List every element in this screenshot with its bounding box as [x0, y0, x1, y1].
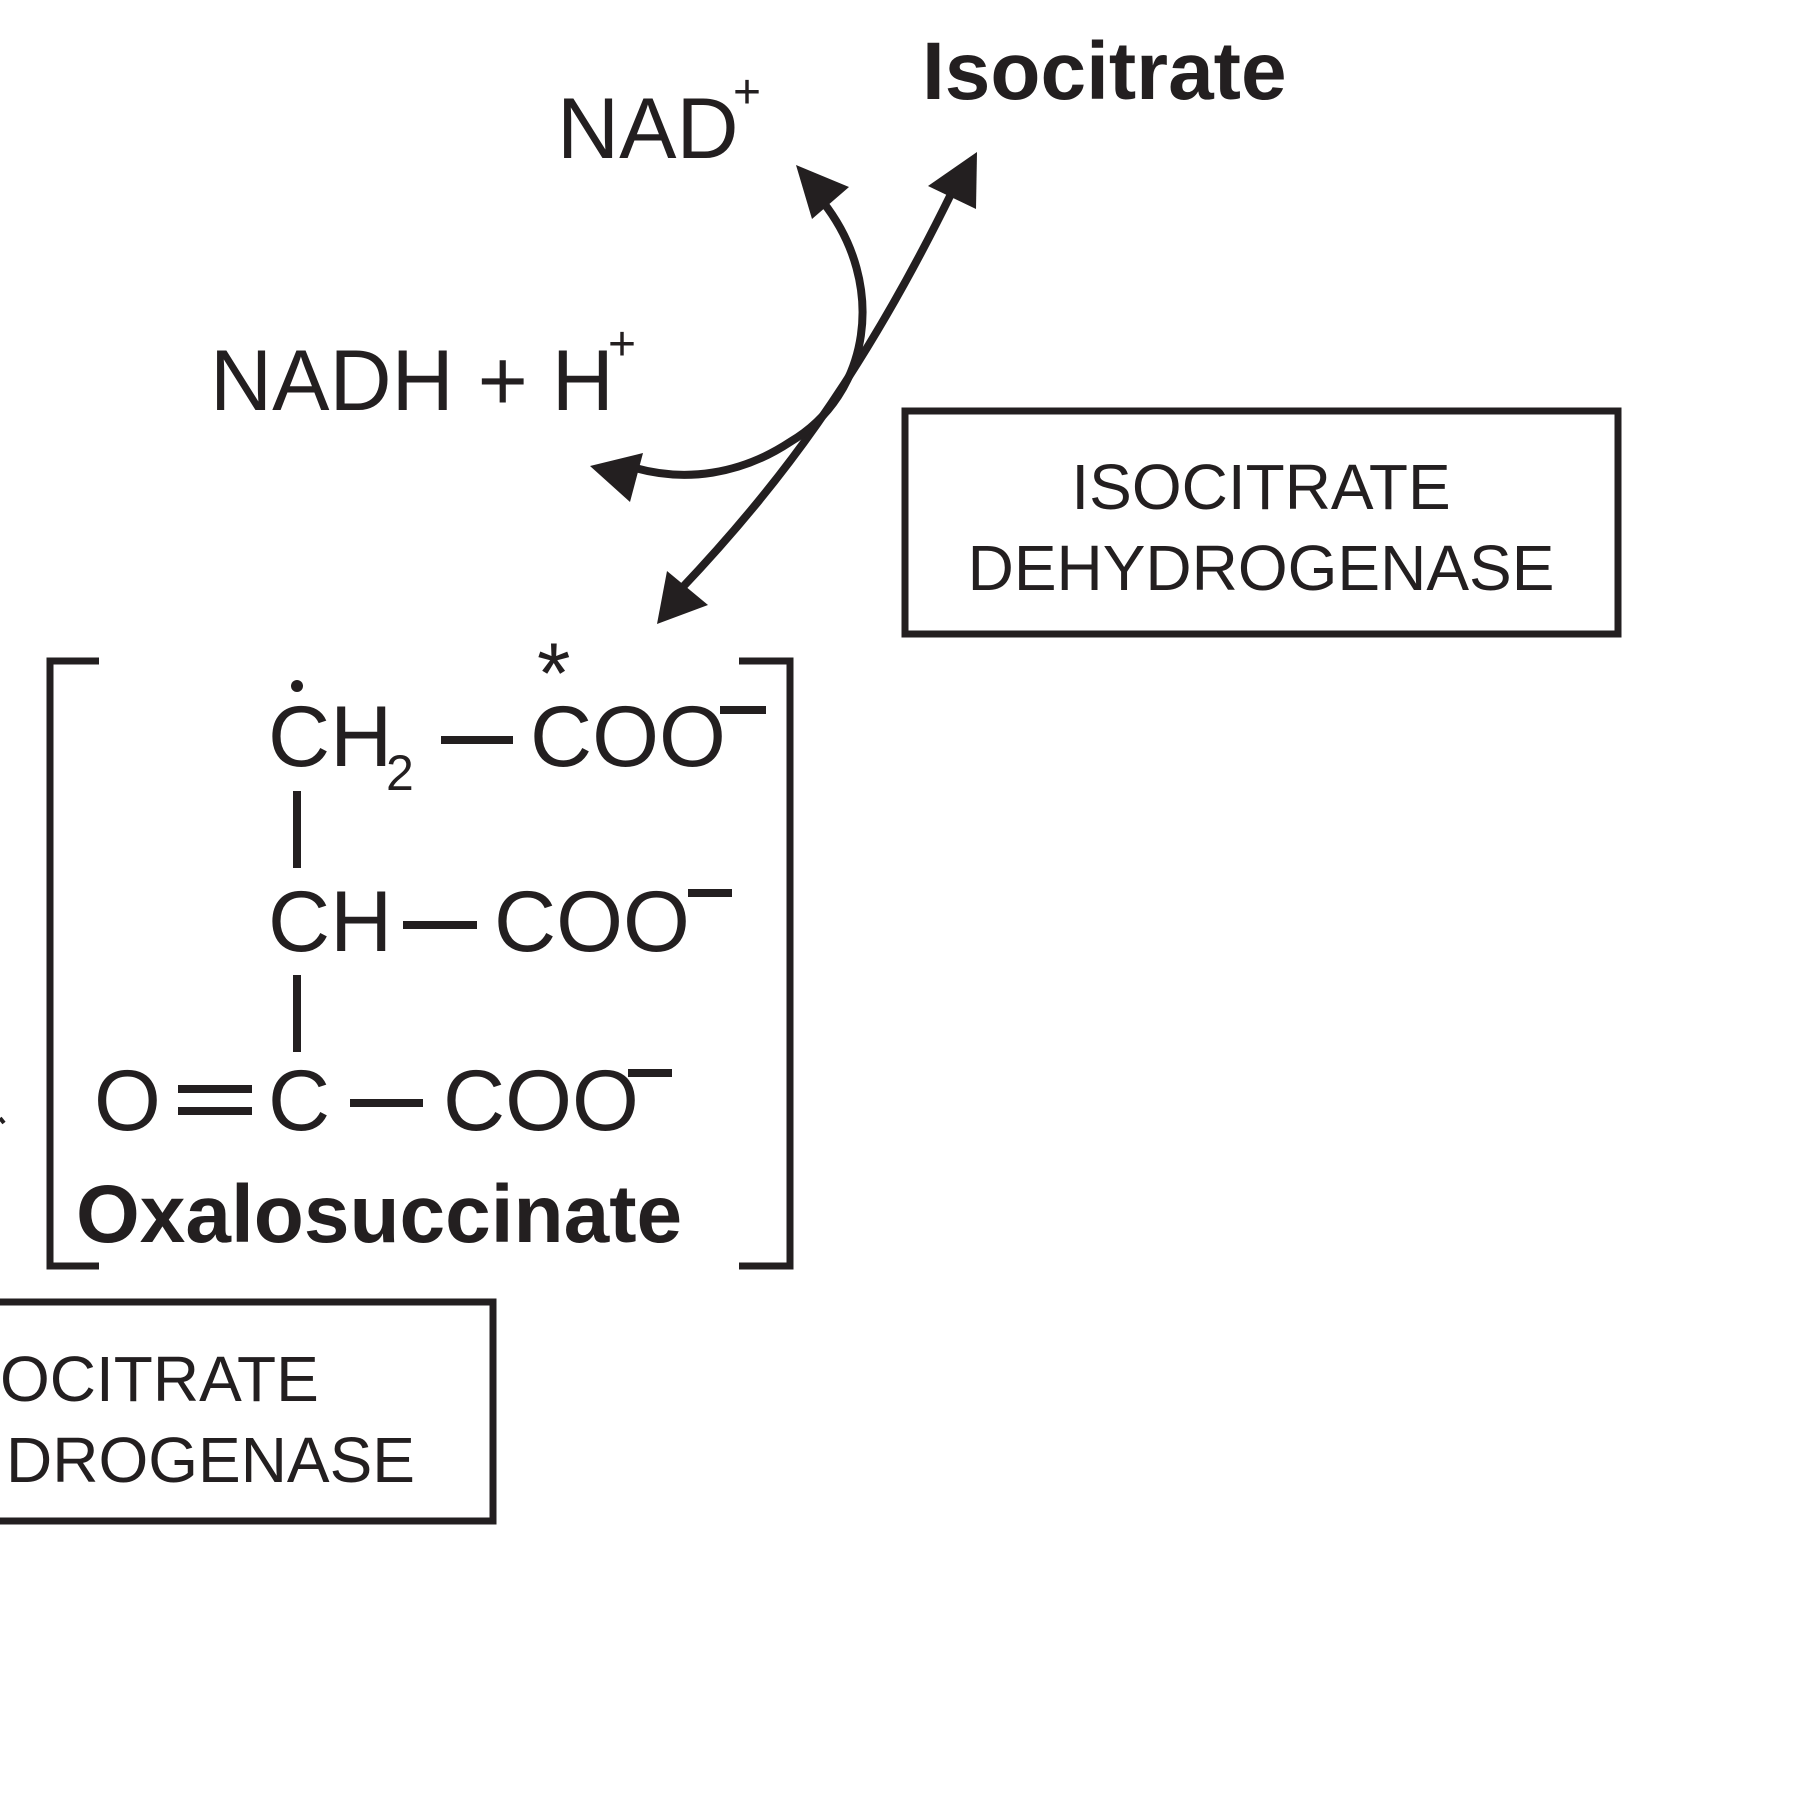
- nadh-charge: +: [608, 318, 636, 371]
- isocitrate-title: Isocitrate: [922, 26, 1287, 117]
- nad-label: NAD: [557, 81, 739, 177]
- left-bracket: [46, 657, 99, 1270]
- radical-dot: [291, 680, 303, 692]
- enzyme-upper-line2: DEHYDROGENASE: [968, 532, 1555, 604]
- nadh-label: NADH + H: [210, 333, 614, 429]
- edge-arrow-fragment: [0, 1116, 6, 1125]
- row3-carboxyl: COO: [443, 1053, 639, 1149]
- label-asterisk: *: [537, 626, 570, 722]
- row2-carboxyl: COO: [494, 874, 690, 970]
- cofactor-arrow-line: [633, 199, 867, 479]
- nad-charge: +: [733, 66, 761, 119]
- main-reaction-arrow-line: [677, 190, 956, 593]
- arrowhead-to-isocitrate: [928, 152, 977, 209]
- enzyme-upper-line1: ISOCITRATE: [1071, 451, 1450, 523]
- arrowhead-to-oxalosuccinate: [657, 571, 708, 624]
- row1-group: CH: [268, 689, 392, 785]
- enzyme-box-lower: [0, 1298, 497, 1525]
- enzyme-lower-line1: OCITRATE: [0, 1343, 319, 1415]
- row3-oxygen: O: [94, 1053, 161, 1149]
- row2-group: CH: [268, 874, 392, 970]
- arrowhead-nadh: [590, 453, 643, 502]
- oxalosuccinate-title: Oxalosuccinate: [76, 1169, 682, 1260]
- row1-carboxyl: COO: [530, 689, 726, 785]
- arrowhead-nad: [796, 165, 849, 219]
- enzyme-lower-line2: DROGENASE: [6, 1424, 415, 1496]
- right-bracket: [739, 657, 794, 1270]
- enzyme-box-upper: [901, 407, 1622, 638]
- row3-carbon: C: [268, 1053, 330, 1149]
- row1-subscript: 2: [386, 745, 414, 801]
